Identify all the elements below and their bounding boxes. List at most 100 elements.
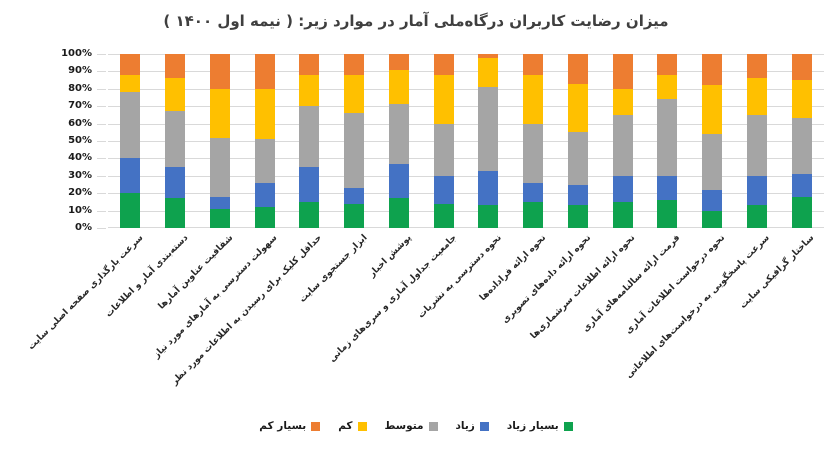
x-axis-category-label: نحوه ارائه داده‌های تصویری	[500, 233, 593, 326]
stacked-bar	[165, 54, 186, 228]
bar-segment	[344, 203, 365, 228]
gridline	[108, 54, 824, 55]
stacked-bar	[612, 54, 633, 228]
gridline	[108, 193, 824, 195]
bar-segment	[612, 114, 633, 176]
x-axis-category-label: پوشش اخبار	[367, 233, 414, 280]
bar-segment	[478, 54, 499, 58]
y-axis-tick	[97, 141, 106, 142]
bar-segment	[702, 54, 723, 86]
stacked-bar	[388, 54, 409, 228]
gridline	[108, 123, 824, 125]
y-axis-tick-label: 90%	[68, 65, 92, 77]
bar-segment	[657, 175, 678, 201]
gridline	[108, 141, 824, 142]
legend-item: بسیار زیاد	[507, 420, 573, 432]
bar-segment	[702, 134, 723, 190]
bar-segment	[254, 139, 275, 183]
y-axis-tick	[97, 88, 106, 90]
y-axis-tick	[97, 71, 106, 73]
bar-segment	[657, 54, 678, 75]
legend-item: زیاد	[456, 420, 489, 432]
bar-segment	[344, 54, 365, 75]
bar-segment	[209, 88, 230, 138]
bar-segment	[567, 54, 588, 84]
bar-segment	[299, 201, 320, 228]
stacked-bar	[567, 54, 588, 228]
stacked-bar	[523, 54, 544, 228]
bar-segment	[612, 88, 633, 115]
bar-segment	[209, 208, 230, 228]
y-axis-tick	[97, 175, 106, 177]
bar-segment	[478, 170, 499, 206]
bar-segment	[388, 69, 409, 105]
bar-segment	[165, 167, 186, 199]
bar-segment	[791, 54, 812, 81]
bar-segment	[433, 203, 454, 228]
bar-segment	[567, 205, 588, 228]
stacked-bar	[702, 54, 723, 228]
y-axis-tick-label: 80%	[68, 82, 92, 94]
bar-segment	[209, 137, 230, 197]
bar-segment	[746, 54, 767, 79]
gridline	[108, 88, 824, 90]
bar-segment	[478, 57, 499, 88]
bar-segment	[657, 74, 678, 100]
bar-segment	[612, 175, 633, 202]
y-axis-tick-label: 30%	[68, 169, 92, 181]
stacked-bar	[746, 54, 767, 228]
x-axis-category-label: نحوه دسترسی به نشریات	[415, 233, 504, 321]
gridline	[108, 71, 824, 73]
y-axis-tick-label: 100%	[61, 48, 92, 59]
stacked-bar	[209, 54, 230, 228]
y-axis-tick-label: 20%	[68, 187, 92, 199]
bar-segment	[478, 205, 499, 228]
bar-segment	[388, 198, 409, 228]
bar-segment	[791, 118, 812, 175]
bar-segment	[165, 54, 186, 79]
stacked-bar	[344, 54, 365, 228]
bar-segment	[209, 196, 230, 209]
bar-segment	[209, 54, 230, 89]
bar-segment	[478, 87, 499, 171]
bar-segment	[523, 182, 544, 202]
y-axis-tick-label: 0%	[75, 222, 92, 233]
gridline	[108, 158, 824, 160]
legend-swatch	[311, 421, 321, 431]
bar-segment	[344, 74, 365, 114]
bar-segment	[746, 175, 767, 206]
bar-segment	[120, 193, 141, 228]
y-axis-tick-label: 60%	[68, 117, 92, 129]
bar-segment	[791, 196, 812, 228]
legend-swatch	[428, 421, 438, 431]
stacked-bar	[299, 54, 320, 228]
y-axis-tick	[97, 54, 106, 55]
stacked-bar	[478, 54, 499, 228]
stacked-bar	[254, 54, 275, 228]
bar-segment	[299, 74, 320, 107]
x-axis-category-label: ساختار گرافیکی سایت	[738, 233, 817, 311]
bar-segment	[657, 200, 678, 228]
bar-segment	[746, 114, 767, 176]
bar-segment	[523, 123, 544, 183]
legend-swatch	[563, 421, 573, 431]
y-axis-tick	[97, 106, 106, 108]
legend-label: کم	[338, 420, 353, 432]
bar-segment	[746, 205, 767, 228]
bar-segment	[344, 113, 365, 188]
bar-segment	[299, 54, 320, 75]
bar-segment	[120, 74, 141, 93]
bar-segment	[567, 184, 588, 206]
bar-segment	[388, 163, 409, 199]
chart-title: میزان رضایت کاربران درگاه‌ملی آمار در مو…	[163, 12, 669, 30]
y-axis-tick-label: 10%	[68, 204, 92, 216]
bar-segment	[702, 210, 723, 228]
y-axis-tick	[97, 123, 106, 125]
legend-label: متوسط	[384, 420, 424, 432]
legend-swatch	[479, 421, 489, 431]
bar-segment	[299, 167, 320, 202]
bar-segment	[523, 74, 544, 124]
y-axis-tick-label: 40%	[68, 152, 92, 164]
x-axis-category-label: شفافیت عناوین آمارها	[156, 233, 235, 312]
